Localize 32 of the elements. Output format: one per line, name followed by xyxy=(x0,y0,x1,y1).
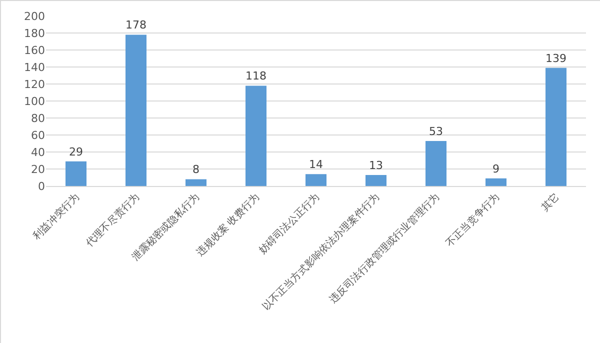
x-tick-label: 利益冲突行为 xyxy=(30,191,82,242)
data-label: 14 xyxy=(309,158,323,172)
data-label: 118 xyxy=(246,70,266,83)
bar xyxy=(546,68,566,186)
y-tick-label: 120 xyxy=(24,78,45,91)
y-tick-label: 20 xyxy=(31,162,45,176)
y-tick-label: 80 xyxy=(31,112,45,125)
bar xyxy=(486,178,506,186)
y-tick-label: 200 xyxy=(24,10,45,23)
y-tick-label: 140 xyxy=(24,60,45,74)
data-label: 29 xyxy=(69,145,83,158)
y-tick-label: 40 xyxy=(31,146,45,159)
y-tick-label: 100 xyxy=(24,94,45,108)
bar xyxy=(186,179,206,186)
y-tick-label: 0 xyxy=(38,180,45,193)
bar xyxy=(426,140,446,186)
data-label: 9 xyxy=(492,162,500,176)
y-tick-label: 180 xyxy=(24,26,45,40)
bar xyxy=(126,34,146,186)
x-tick-label: 不正当竞争行为 xyxy=(444,191,502,250)
y-tick-label: 160 xyxy=(24,44,45,57)
bar xyxy=(66,161,86,186)
data-label: 139 xyxy=(546,52,566,65)
data-label: 13 xyxy=(369,158,383,172)
data-label: 53 xyxy=(429,124,443,138)
bar xyxy=(366,174,386,186)
bar xyxy=(306,174,326,186)
data-label: 178 xyxy=(126,18,146,32)
x-tick-label: 其它 xyxy=(539,191,562,214)
data-label: 8 xyxy=(192,163,200,176)
bar xyxy=(246,86,266,186)
y-tick-label: 60 xyxy=(31,128,45,142)
